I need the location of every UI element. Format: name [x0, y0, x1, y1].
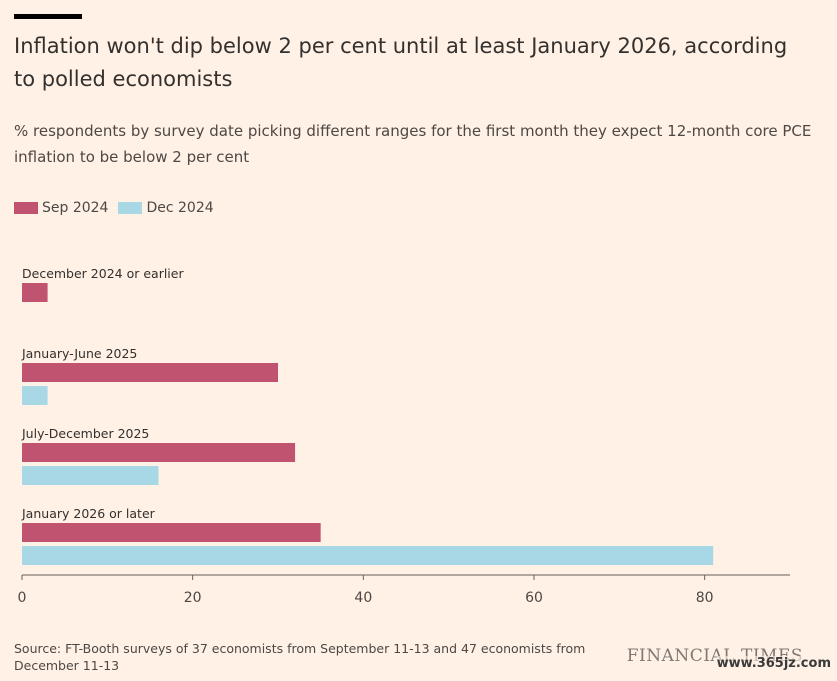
bar-dec-2024	[22, 546, 714, 565]
top-accent-bar	[14, 14, 82, 19]
x-tick-label: 60	[525, 590, 543, 606]
chart-title: Inflation won't dip below 2 per cent unt…	[14, 34, 788, 91]
category-label: January-June 2025	[21, 346, 137, 361]
legend-swatch-sep-2024	[14, 202, 38, 214]
bar-dec-2024	[22, 386, 48, 405]
watermark: www.365jz.com	[716, 656, 831, 671]
bar-sep-2024	[22, 523, 321, 542]
legend-item-dec-2024: Dec 2024	[118, 200, 214, 216]
category-label: January 2026 or later	[21, 506, 156, 521]
legend-swatch-dec-2024	[118, 202, 143, 214]
x-tick-label: 0	[18, 590, 27, 606]
x-tick-label: 80	[696, 590, 714, 606]
legend-label-sep-2024: Sep 2024	[42, 200, 109, 216]
legend: Sep 2024 Dec 2024	[14, 200, 224, 216]
source-note: Source: FT-Booth surveys of 37 economist…	[14, 641, 586, 673]
chart-subtitle: % respondents by survey date picking dif…	[14, 122, 812, 166]
bar-sep-2024	[22, 283, 48, 302]
category-label: December 2024 or earlier	[22, 266, 184, 281]
bar-sep-2024	[22, 443, 296, 462]
bar-chart: December 2024 or earlier January-June 202…	[18, 266, 790, 606]
bar-sep-2024	[22, 363, 278, 382]
x-tick-label: 20	[184, 590, 202, 606]
bar-dec-2024	[22, 466, 159, 485]
legend-label-dec-2024: Dec 2024	[146, 200, 214, 216]
legend-item-sep-2024: Sep 2024	[14, 200, 108, 216]
x-tick-label: 40	[354, 590, 372, 606]
category-label: July-December 2025	[21, 426, 149, 441]
